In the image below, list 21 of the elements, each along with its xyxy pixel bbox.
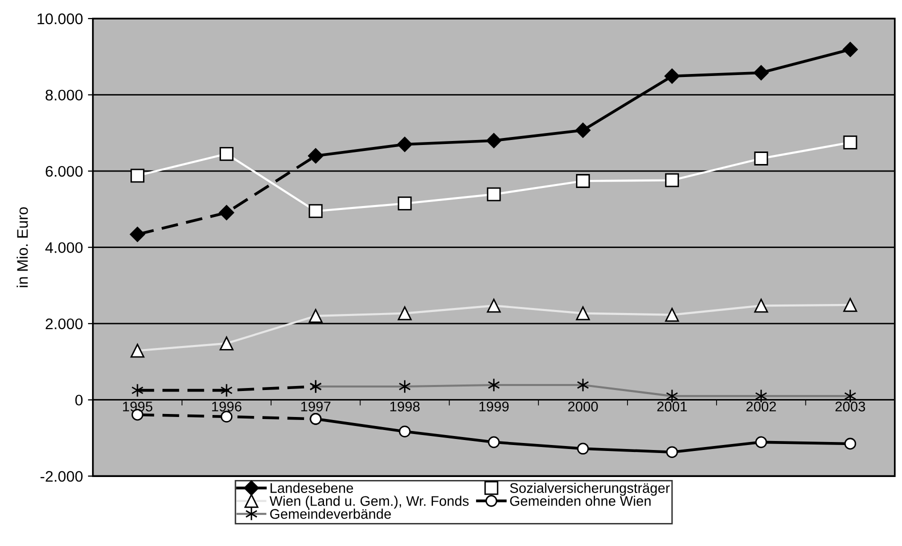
y-tick-label: 0 (75, 394, 83, 406)
x-tick-label: 1998 (390, 402, 420, 412)
legend-label: Landesebene (270, 482, 354, 493)
x-tick-label: 2003 (835, 402, 866, 412)
x-tick-label: 1999 (479, 402, 509, 412)
y-tick-label: -2.000 (40, 470, 83, 482)
legend-label: Sozialversicherungsträger (510, 482, 670, 496)
legend-label: Gemeindeverbände (270, 508, 391, 519)
y-tick-label: 10.000 (38, 13, 83, 24)
x-tick-label: 1996 (212, 402, 242, 412)
y-axis-title: in Mio. Euro (16, 207, 28, 288)
legend-label: Gemeinden ohne Wien (510, 496, 651, 506)
x-tick-label: 1997 (301, 402, 330, 412)
x-tick-label: 2002 (746, 402, 776, 412)
legend-label: Wien (Land u. Gem.), Wr. Fonds (270, 496, 469, 509)
x-tick-label: 2000 (568, 402, 598, 412)
y-tick-label: 2.000 (46, 318, 83, 330)
y-tick-label: 8.000 (46, 90, 83, 101)
y-tick-label: 4.000 (45, 242, 83, 254)
x-tick-label: 2001 (657, 402, 687, 412)
y-tick-label: 6.000 (46, 166, 83, 177)
